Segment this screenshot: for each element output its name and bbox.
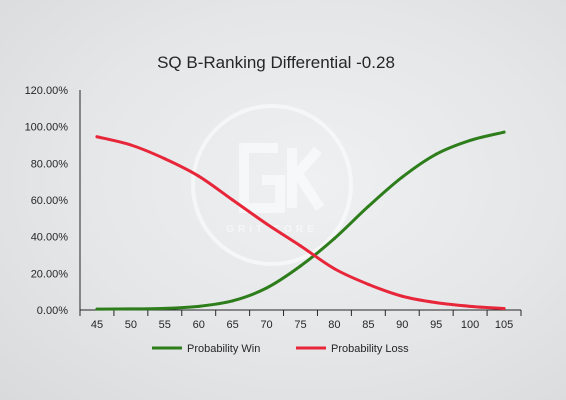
y-tick-label: 100.00% bbox=[25, 122, 69, 134]
series-layer bbox=[95, 130, 506, 311]
legend-label-probability-win: Probability Win bbox=[187, 343, 260, 355]
data-point-probability-loss bbox=[129, 143, 133, 147]
x-tick-label: 95 bbox=[430, 319, 442, 331]
y-tick-label: 0.00% bbox=[37, 305, 68, 317]
x-tick-label: 55 bbox=[159, 319, 171, 331]
x-tick-label: 70 bbox=[260, 319, 272, 331]
y-tick-label: 60.00% bbox=[31, 195, 69, 207]
y-tick-label: 20.00% bbox=[31, 268, 69, 280]
data-point-probability-win bbox=[231, 299, 235, 303]
chart-title: SQ B-Ranking Differential -0.28 bbox=[157, 53, 395, 72]
x-tick-label: 75 bbox=[294, 319, 306, 331]
x-tick-label: 45 bbox=[91, 319, 103, 331]
data-point-probability-loss bbox=[197, 174, 201, 178]
x-tick-label: 50 bbox=[125, 319, 137, 331]
watermark-logo: GRIT CORE bbox=[191, 104, 353, 266]
watermark-ring bbox=[191, 104, 353, 266]
data-point-probability-win bbox=[299, 264, 302, 268]
series-line-probability-win bbox=[95, 130, 506, 311]
series-line-probability-loss bbox=[95, 135, 506, 311]
data-point-probability-loss bbox=[231, 198, 235, 202]
y-tick-label: 120.00% bbox=[25, 85, 69, 97]
data-point-probability-loss bbox=[95, 135, 99, 139]
x-tick-label: 100 bbox=[461, 319, 479, 331]
data-point-probability-win bbox=[366, 204, 370, 208]
watermark-letter-k bbox=[287, 146, 325, 211]
x-tick-label: 80 bbox=[328, 319, 340, 331]
data-point-probability-loss bbox=[434, 301, 438, 305]
x-tick-label: 65 bbox=[227, 319, 239, 331]
data-point-probability-win bbox=[502, 130, 506, 134]
data-point-probability-loss bbox=[400, 294, 404, 298]
data-point-probability-win bbox=[434, 152, 438, 156]
data-point-probability-loss bbox=[502, 307, 506, 311]
data-point-probability-win bbox=[163, 306, 167, 310]
legend: Probability Win Probability Loss bbox=[152, 343, 409, 355]
data-point-probability-loss bbox=[163, 157, 167, 161]
data-point-probability-loss bbox=[366, 282, 370, 286]
data-point-probability-win bbox=[400, 175, 404, 179]
axes: 0.00% 20.00% 40.00% 60.00% 80.00% 100.00% 120.… bbox=[25, 85, 522, 331]
data-point-probability-win bbox=[129, 307, 133, 311]
watermark-text: GRIT CORE bbox=[226, 224, 318, 235]
y-tick-label: 40.00% bbox=[31, 232, 69, 244]
legend-label-probability-loss: Probability Loss bbox=[331, 343, 409, 355]
x-tick-label: 105 bbox=[495, 319, 513, 331]
data-point-probability-win bbox=[265, 286, 269, 290]
x-tick-label: 85 bbox=[362, 319, 374, 331]
y-tick-label: 80.00% bbox=[31, 158, 69, 170]
data-point-probability-loss bbox=[299, 244, 302, 248]
data-point-probability-win bbox=[468, 138, 472, 142]
x-tick-label: 60 bbox=[193, 319, 205, 331]
data-point-probability-win bbox=[197, 304, 201, 308]
data-point-probability-loss bbox=[265, 222, 269, 226]
watermark-letter-g bbox=[239, 143, 285, 213]
data-point-probability-win bbox=[332, 237, 336, 240]
x-tick-label: 90 bbox=[396, 319, 408, 331]
data-point-probability-loss bbox=[332, 267, 336, 271]
data-point-probability-loss bbox=[468, 304, 472, 308]
data-point-probability-win bbox=[95, 307, 99, 311]
